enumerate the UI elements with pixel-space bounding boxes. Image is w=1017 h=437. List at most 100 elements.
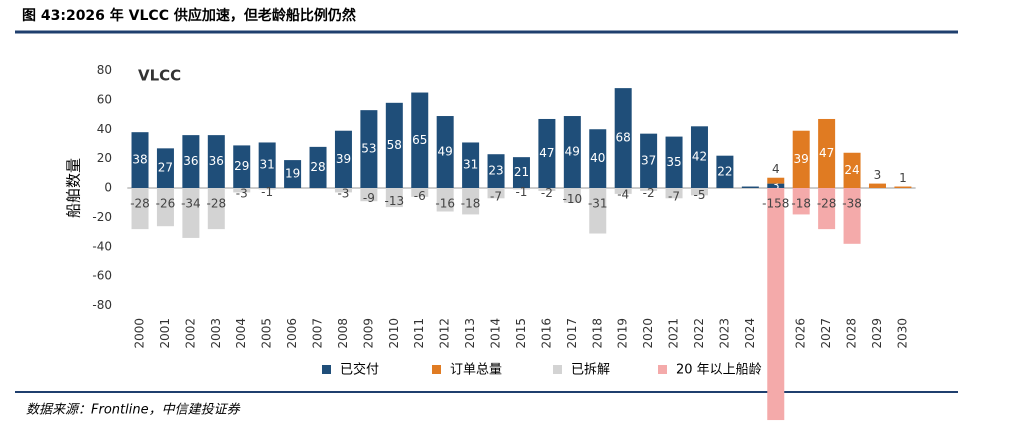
y-tick-label: 80 (97, 63, 112, 77)
x-tick-label: 2020 (641, 318, 655, 349)
data-label: 31 (260, 158, 275, 172)
bar (182, 188, 200, 238)
data-label: 28 (310, 160, 325, 174)
y-tick-label: -80 (92, 298, 112, 312)
chart-label: VLCC (138, 67, 181, 85)
data-label: -6 (414, 189, 426, 203)
data-label: -31 (588, 197, 608, 211)
bar (156, 188, 174, 227)
legend-swatch (432, 365, 441, 374)
data-label: 68 (616, 131, 631, 145)
data-label: 35 (666, 155, 681, 169)
bar (767, 183, 785, 188)
data-label: 40 (590, 151, 605, 165)
legend-label: 已交付 (340, 362, 379, 378)
data-label: 49 (438, 145, 453, 159)
bar (614, 188, 632, 194)
bar (792, 188, 810, 215)
x-tick-label: 2028 (845, 318, 859, 349)
bar (156, 148, 174, 188)
bar (843, 152, 861, 188)
bar (767, 177, 785, 184)
bar (131, 132, 149, 188)
bar (462, 142, 480, 188)
data-label: -1 (515, 185, 527, 199)
legend-swatch (658, 365, 667, 374)
x-tick-label: 2013 (463, 318, 477, 349)
data-label: -4 (617, 187, 629, 201)
data-label: -38 (842, 197, 862, 211)
bar (563, 116, 581, 188)
data-label: 23 (488, 164, 503, 178)
page-title: 图 43:2026 年 VLCC 供应加速，但老龄船比例仍然 (22, 7, 356, 24)
bar (512, 157, 530, 188)
bar (589, 188, 607, 234)
data-label: -2 (643, 186, 655, 200)
data-label: -26 (156, 197, 176, 211)
data-label: 38 (132, 153, 147, 167)
bar (589, 129, 607, 188)
data-label: -18 (791, 197, 811, 211)
bar (385, 188, 403, 208)
bar (690, 126, 708, 188)
data-label: 39 (794, 152, 809, 166)
data-label: -7 (668, 190, 680, 204)
data-label: -1 (261, 185, 273, 199)
legend-swatch (553, 365, 562, 374)
x-tick-label: 2009 (361, 318, 375, 349)
data-label: -3 (236, 187, 248, 201)
data-label: -2 (541, 186, 553, 200)
data-label: -10 (563, 192, 583, 206)
y-tick-label: -40 (92, 239, 112, 253)
x-tick-label: 2005 (260, 318, 274, 349)
x-tick-label: 2000 (133, 318, 147, 349)
y-tick-label: 0 (104, 181, 112, 195)
data-label: 1 (899, 171, 907, 185)
data-label: -9 (363, 191, 375, 205)
data-label: 4 (772, 162, 780, 176)
data-label: 53 (361, 142, 376, 156)
bar (436, 188, 454, 212)
data-label: -13 (385, 194, 405, 208)
x-tick-label: 2026 (794, 318, 808, 349)
x-tick-label: 2021 (667, 318, 681, 349)
data-label: 37 (641, 153, 656, 167)
data-label: 24 (844, 163, 859, 177)
x-tick-label: 2006 (285, 318, 299, 349)
bar (818, 188, 836, 230)
bar (538, 188, 556, 191)
data-label: -18 (461, 197, 481, 211)
bar (207, 135, 225, 188)
data-label: 31 (463, 158, 478, 172)
x-tick-label: 2018 (590, 318, 604, 349)
legend-swatch (322, 365, 331, 374)
data-label: -16 (435, 196, 455, 210)
x-tick-label: 2002 (183, 318, 197, 349)
data-label: 39 (336, 152, 351, 166)
y-tick-label: 20 (97, 151, 112, 165)
data-label: 3 (772, 178, 780, 192)
y-tick-label: -20 (92, 210, 112, 224)
bar (436, 116, 454, 188)
x-tick-label: 2010 (387, 318, 401, 349)
x-tick-label: 2030 (895, 318, 909, 349)
bar (385, 102, 403, 188)
x-tick-label: 2015 (514, 318, 528, 349)
bar (640, 188, 658, 191)
legend-label: 20 年以上船龄 (676, 363, 762, 378)
data-label: -3 (337, 187, 349, 201)
data-label: -28 (207, 197, 227, 211)
bar (334, 188, 352, 193)
data-label: 65 (412, 133, 427, 147)
bar (309, 146, 327, 188)
bar (462, 188, 480, 215)
data-label: 27 (158, 161, 173, 175)
bar (741, 186, 759, 188)
bar (614, 88, 632, 188)
data-label: 29 (234, 159, 249, 173)
x-tick-label: 2008 (336, 318, 350, 349)
x-tick-label: 2004 (234, 318, 248, 349)
x-tick-label: 2024 (743, 318, 757, 349)
bar (690, 188, 708, 196)
y-tick-label: 40 (97, 122, 112, 136)
